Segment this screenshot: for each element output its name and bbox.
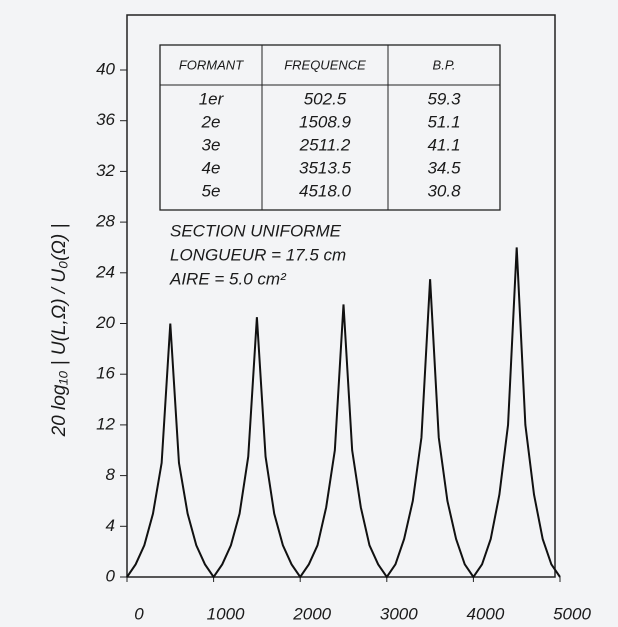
y-axis-label: 20 log₁₀ | U(L,Ω) / U₀(Ω) |	[49, 224, 70, 438]
table-cell: 59.3	[427, 89, 461, 108]
table-cell: 4518.0	[299, 181, 352, 200]
y-tick-label: 28	[95, 212, 115, 231]
table-cell: 51.1	[427, 112, 460, 131]
table-header: FREQUENCE	[284, 57, 366, 72]
table-cell: 30.8	[427, 181, 461, 200]
y-tick-label: 20	[95, 313, 115, 332]
y-tick-label: 40	[96, 59, 115, 78]
plot-frame	[126, 14, 556, 578]
table-cell: 1508.9	[299, 112, 352, 131]
y-tick-label: 0	[106, 566, 116, 585]
table-header: FORMANT	[179, 57, 244, 72]
table-cell: 2511.2	[299, 135, 351, 154]
annotation: SECTION UNIFORME	[170, 221, 342, 240]
y-tick-label: 8	[106, 465, 116, 484]
table-cell: 3513.5	[299, 158, 352, 177]
y-tick-label: 4	[106, 516, 115, 535]
table-cell: 4e	[202, 158, 221, 177]
y-tick-label: 24	[95, 262, 115, 281]
x-tick-label: 4000	[466, 604, 504, 623]
response-line	[126, 247, 561, 579]
table-frame	[159, 44, 501, 211]
table-cell: 41.1	[427, 135, 460, 154]
x-tick-label: 5000	[553, 604, 591, 623]
x-tick-label: 0	[134, 604, 144, 623]
table-cell: 5e	[202, 181, 221, 200]
table-cell: 3e	[202, 135, 221, 154]
annotation: LONGUEUR = 17.5 cm	[170, 245, 346, 264]
y-tick-label: 16	[96, 364, 115, 383]
table-cell: 34.5	[427, 158, 461, 177]
annotation: AIRE = 5.0 cm²	[169, 269, 287, 288]
table-cell: 2e	[201, 112, 221, 131]
y-tick-label: 36	[96, 110, 115, 129]
y-tick-label: 32	[96, 161, 115, 180]
x-tick-label: 1000	[207, 604, 245, 623]
x-tick-label: 3000	[380, 604, 418, 623]
x-tick-label: 2000	[292, 604, 331, 623]
table-header: B.P.	[433, 57, 456, 72]
table-cell: 1er	[199, 89, 225, 108]
table-cell: 502.5	[304, 89, 347, 108]
y-tick-label: 12	[96, 414, 115, 433]
